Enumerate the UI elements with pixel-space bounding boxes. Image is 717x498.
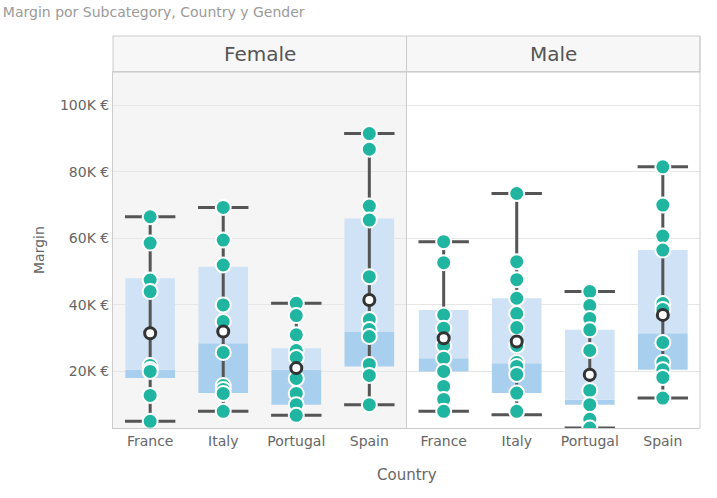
svg-text:40K €: 40K € [69, 297, 109, 313]
svg-text:100K €: 100K € [60, 97, 109, 113]
svg-text:Margin por Subcategory, Countr: Margin por Subcategory, Country y Gender [3, 4, 305, 20]
svg-text:Male: Male [530, 42, 577, 66]
svg-text:Spain: Spain [350, 433, 389, 449]
svg-text:80K €: 80K € [69, 164, 109, 180]
svg-text:20K €: 20K € [69, 363, 109, 379]
svg-text:Country: Country [377, 466, 437, 484]
svg-text:Margin: Margin [31, 226, 47, 274]
svg-text:Italy: Italy [502, 433, 532, 449]
svg-text:60K €: 60K € [69, 230, 109, 246]
svg-text:Italy: Italy [208, 433, 238, 449]
svg-text:Spain: Spain [643, 433, 682, 449]
svg-text:Portugal: Portugal [267, 433, 325, 449]
svg-text:Portugal: Portugal [561, 433, 619, 449]
svg-text:Female: Female [224, 42, 296, 66]
svg-text:France: France [127, 433, 174, 449]
svg-text:France: France [420, 433, 467, 449]
